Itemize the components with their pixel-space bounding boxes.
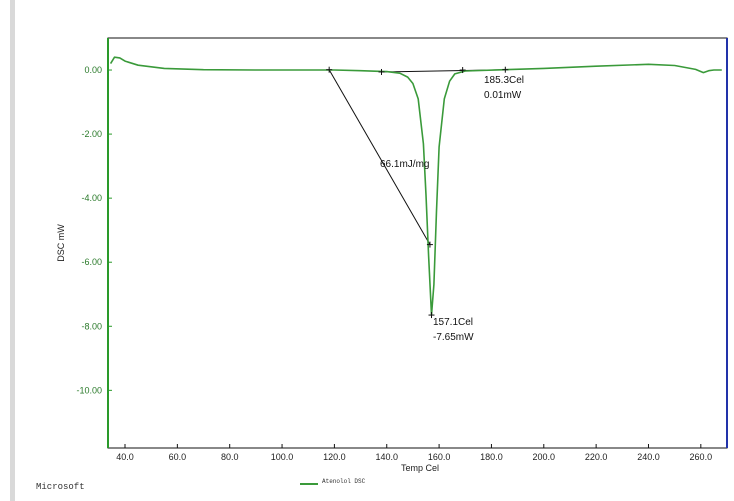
annotations: 185.3Cel 0.01mW 66.1mJ/mg 157.1Cel -7.65mW [380, 75, 524, 343]
y-tick-label: -6.00 [81, 257, 102, 267]
x-tick-label: 80.0 [221, 452, 239, 462]
y-tick-label: -10.00 [76, 385, 102, 395]
y-axis-ticks: 0.00 -2.00 -4.00 -6.00 -8.00 -10.00 [76, 65, 112, 395]
annotation-label: -7.65mW [433, 332, 474, 343]
left-border-rule [10, 0, 15, 501]
cross-marker [502, 66, 509, 73]
cross-marker [459, 67, 466, 74]
cross-marker [326, 66, 333, 73]
cross-marker [426, 241, 433, 248]
legend-swatch [300, 483, 318, 485]
x-tick-label: 240.0 [637, 452, 660, 462]
annotation-label: 157.1Cel [433, 317, 473, 328]
annotation-label: 66.1mJ/mg [380, 159, 429, 170]
x-tick-label: 120.0 [323, 452, 346, 462]
y-tick-label: -8.00 [81, 321, 102, 331]
x-tick-label: 60.0 [169, 452, 187, 462]
y-tick-label: 0.00 [84, 65, 102, 75]
y-tick-label: -2.00 [81, 129, 102, 139]
series-layer [109, 56, 722, 316]
x-tick-label: 40.0 [116, 452, 134, 462]
legend-label: Atenolol DSC [322, 478, 366, 485]
cross-marker [428, 312, 435, 319]
cross-marker [378, 68, 385, 75]
series-line [109, 56, 722, 316]
x-tick-label: 160.0 [428, 452, 451, 462]
annotation-label: 0.01mW [484, 90, 522, 101]
x-tick-label: 260.0 [690, 452, 713, 462]
footer-software-label: Microsoft [36, 482, 85, 492]
x-axis-ticks: 40.0 60.0 80.0 100.0 120.0 140.0 160.0 180.0 200… [116, 444, 712, 462]
x-tick-label: 200.0 [533, 452, 556, 462]
y-tick-label: -4.00 [81, 193, 102, 203]
point-markers [326, 66, 509, 319]
annotation-label: 185.3Cel [484, 75, 524, 86]
y-axis-title: DSC mW [56, 224, 66, 262]
x-tick-label: 220.0 [585, 452, 608, 462]
x-tick-label: 140.0 [375, 452, 398, 462]
x-tick-label: 180.0 [480, 452, 503, 462]
construction-line [328, 69, 431, 245]
x-tick-label: 100.0 [271, 452, 294, 462]
x-axis-title: Temp Cel [401, 463, 439, 473]
